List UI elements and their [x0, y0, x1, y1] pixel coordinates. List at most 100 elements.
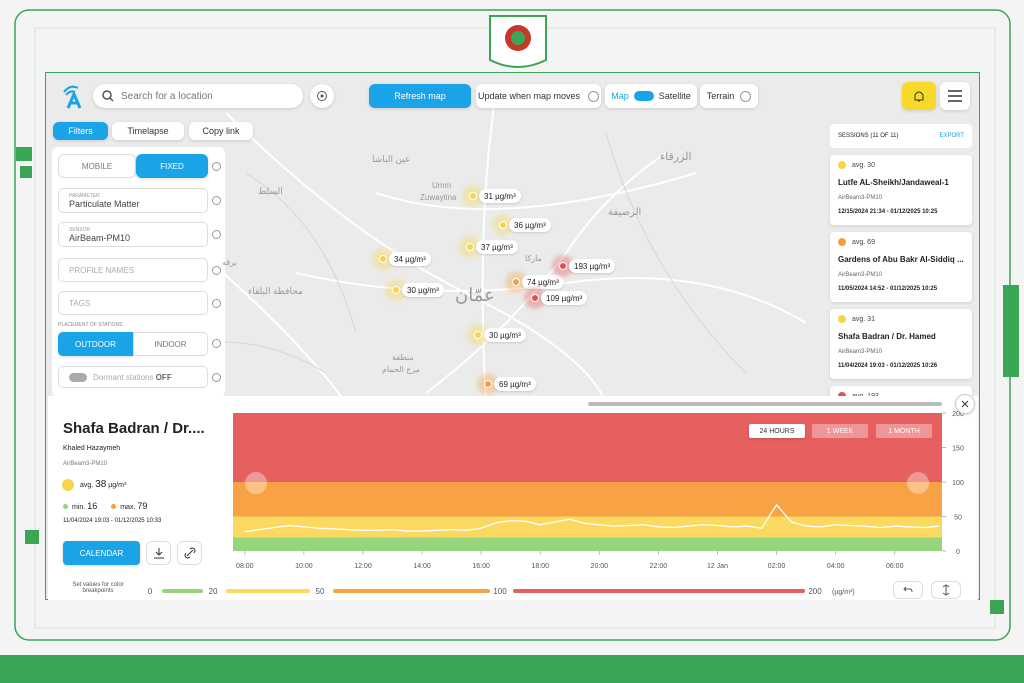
dormant-toggle[interactable]: Dormant stations OFF — [58, 366, 208, 388]
map-label: ماركا — [525, 254, 542, 263]
satellite-label[interactable]: Satellite — [658, 91, 691, 101]
link-button[interactable] — [177, 541, 202, 565]
marker-label[interactable]: 36 µg/m³ — [509, 218, 551, 232]
session-title: Shafa Badran / Dr.... — [63, 420, 205, 437]
update-toggle[interactable]: Update when map moves — [476, 84, 601, 108]
sensor-select[interactable]: SENSOR AirBeam-PM10 — [58, 222, 208, 247]
session-dates: 11/04/2024 19:03 - 01/12/2025 10:26 — [838, 363, 938, 369]
marker-value: 37 — [481, 242, 490, 252]
marker-label[interactable]: 30 µg/m³ — [402, 283, 444, 297]
marker-label[interactable]: 34 µg/m³ — [389, 252, 431, 266]
profile-names-input[interactable]: PROFILE NAMES — [58, 258, 208, 282]
session-avg: avg. 30 — [852, 161, 875, 169]
undo-button[interactable] — [893, 581, 923, 599]
search-input[interactable]: Search for a location — [93, 84, 303, 108]
marker-dot[interactable] — [499, 221, 507, 229]
session-card[interactable]: avg. 30 Lutfe AL-Sheikh/Jandaweal-1 AirBea… — [830, 155, 972, 225]
mobile-tab[interactable]: MOBILE — [58, 154, 136, 178]
locate-button[interactable] — [310, 84, 334, 108]
update-label: Update when map moves — [477, 91, 581, 101]
marker-value: 30 — [489, 330, 498, 340]
marker-dot[interactable] — [559, 262, 567, 270]
marker-unit: µg/m³ — [492, 242, 513, 252]
marker-value: 36 — [514, 220, 523, 230]
session-dates: 11/05/2024 14:52 - 01/12/2025 10:25 — [838, 286, 938, 292]
tags-input[interactable]: TAGS — [58, 291, 208, 315]
session-sensor: AirBeam3-PM10 — [838, 349, 883, 355]
fixed-tab[interactable]: FIXED — [136, 154, 208, 178]
menu-button[interactable] — [940, 82, 970, 110]
session-avg: avg. 38 µg/m³ — [62, 479, 126, 491]
help-icon — [212, 230, 221, 239]
parameter-select[interactable]: PARAMETER Particulate Matter — [58, 188, 208, 213]
notifications-button[interactable] — [902, 82, 936, 110]
prev-button[interactable] — [245, 472, 267, 494]
dormant-label: Dormant stations — [93, 372, 154, 382]
timelapse-button[interactable]: Timelapse — [112, 122, 184, 140]
map-label[interactable]: Map — [611, 91, 629, 101]
max-label: max. — [120, 504, 136, 511]
placement-label: PLACEMENT OF STATIONS — [58, 322, 123, 328]
download-button[interactable] — [146, 541, 171, 565]
copy-link-button[interactable]: Copy link — [189, 122, 253, 140]
marker-unit: µg/m³ — [589, 261, 611, 271]
logo[interactable] — [60, 82, 84, 110]
range-button[interactable]: 24 HOURS — [749, 424, 805, 438]
marker-label[interactable]: 37 µg/m³ — [476, 240, 518, 254]
marker-unit: µg/m³ — [405, 254, 426, 264]
field-value: Particulate Matter — [69, 199, 140, 209]
marker-dot[interactable] — [469, 192, 477, 200]
checkbox[interactable] — [740, 90, 752, 102]
dormant-state: OFF — [155, 372, 172, 382]
session-card[interactable]: avg. 31 Shafa Badran / Dr. Hamed AirBeam3-… — [830, 309, 972, 379]
marker-label[interactable]: 74 µg/m³ — [522, 275, 564, 289]
map-label: Umm — [432, 181, 452, 190]
marker-dot[interactable] — [392, 286, 400, 294]
marker-dot[interactable] — [379, 255, 387, 263]
min-value: 16 — [87, 501, 98, 511]
switch[interactable] — [69, 372, 87, 382]
switch[interactable] — [633, 91, 654, 101]
marker-label[interactable]: 109 µg/m³ — [541, 291, 588, 305]
session-sensor: AirBeam3-PM10 — [838, 195, 883, 201]
indoor-tab[interactable]: INDOOR — [133, 332, 208, 356]
marker-dot[interactable] — [512, 278, 520, 286]
min-dot — [63, 503, 68, 509]
session-card[interactable]: avg. 69 Gardens of Abu Bakr Al-Siddiq ...… — [830, 232, 972, 302]
sessions-count: SESSIONS (11 OF 11) — [838, 133, 899, 139]
session-min-max: min. 16 max. 79 — [63, 501, 147, 511]
sessions-header: SESSIONS (11 OF 11) EXPORT — [830, 124, 972, 148]
map-label: السلط — [258, 185, 283, 196]
checkbox[interactable] — [588, 90, 600, 102]
map-label: Zuwaytina — [420, 193, 457, 202]
marker-dot[interactable] — [466, 243, 474, 251]
marker-dot[interactable] — [484, 380, 492, 388]
next-button[interactable] — [907, 472, 929, 494]
marker-unit: µg/m³ — [418, 285, 439, 295]
marker-label[interactable]: 31 µg/m³ — [479, 189, 521, 203]
map-type-toggle[interactable]: Map Satellite — [605, 84, 697, 108]
expand-button[interactable] — [931, 581, 961, 599]
session-dates: 11/04/2024 19:03 - 01/12/2025 10:33 — [63, 518, 162, 524]
avg-dot — [62, 479, 74, 491]
filters-button[interactable]: Filters — [53, 122, 108, 140]
outdoor-tab[interactable]: OUTDOOR — [58, 332, 133, 356]
refresh-button[interactable]: Refresh map — [369, 84, 471, 108]
terrain-toggle[interactable]: Terrain — [700, 84, 758, 108]
marker-label[interactable]: 69 µg/m³ — [494, 377, 536, 391]
marker-dot[interactable] — [474, 331, 482, 339]
marker-value: 69 — [499, 379, 508, 389]
marker-label[interactable]: 30 µg/m³ — [484, 328, 526, 342]
avg-value: 38 — [95, 479, 107, 490]
help-icon — [212, 339, 221, 348]
range-button[interactable]: 1 MONTH — [876, 424, 932, 438]
export-button[interactable]: EXPORT — [939, 133, 964, 139]
marker-dot[interactable] — [531, 294, 539, 302]
close-button[interactable] — [955, 394, 975, 414]
calendar-button[interactable]: CALENDAR — [63, 541, 140, 565]
field-value: AirBeam-PM10 — [69, 233, 131, 243]
session-avg: avg. 69 — [852, 238, 875, 246]
marker-label[interactable]: 193 µg/m³ — [569, 259, 616, 273]
range-button[interactable]: 1 WEEK — [812, 424, 868, 438]
